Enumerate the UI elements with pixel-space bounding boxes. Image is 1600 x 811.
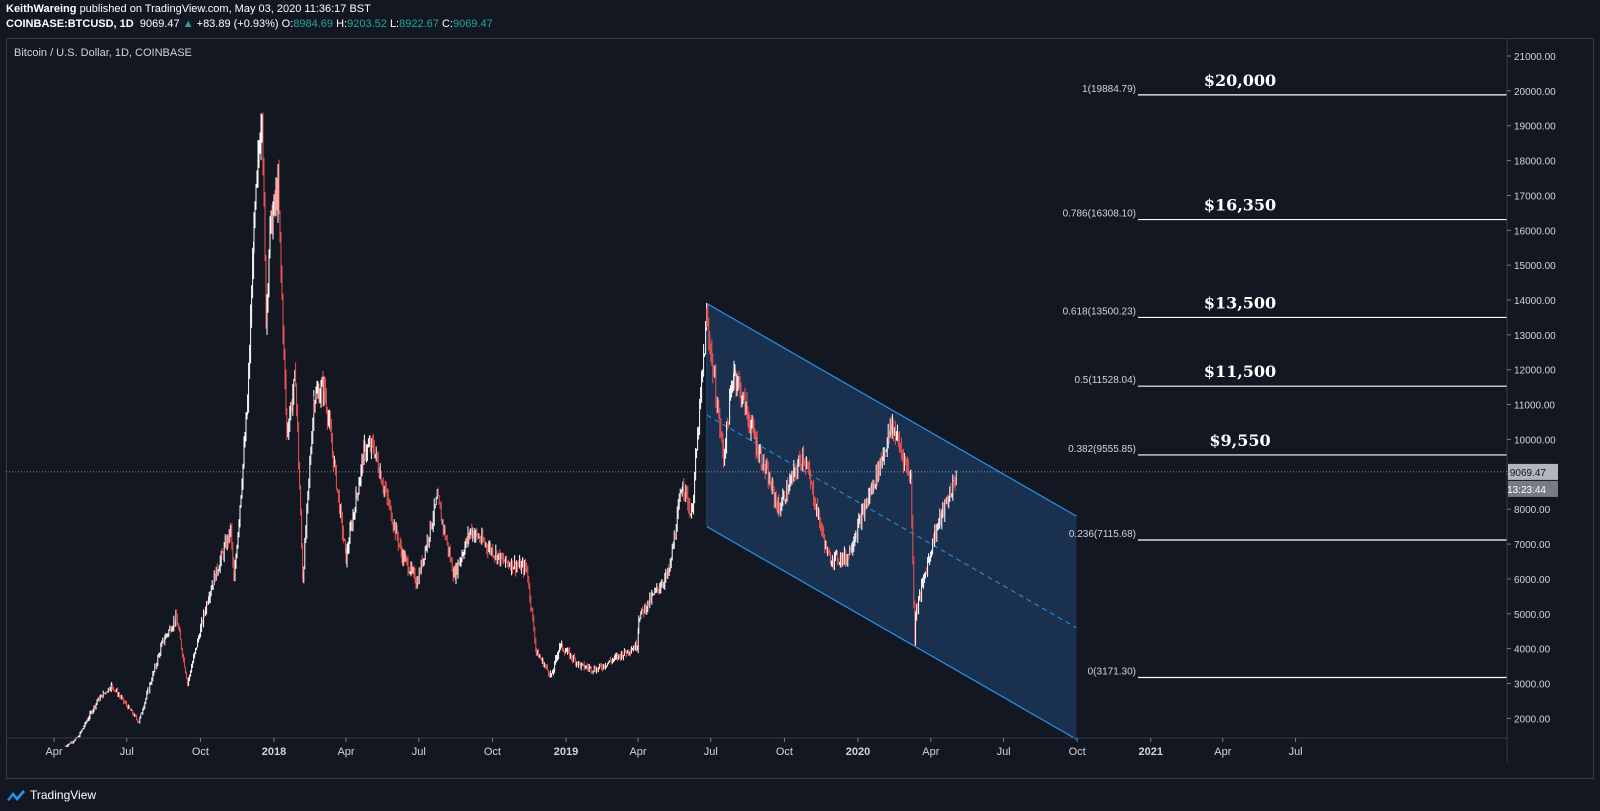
x-tick-label: Jul [704,746,718,758]
x-tick-label: Apr [629,746,646,758]
channel-fill [706,303,1077,740]
high-label: H: [336,18,348,30]
y-tick-label: 5000.00 [1514,610,1551,621]
close-label: C: [441,18,453,30]
publish-line: KeithWareing published on TradingView.co… [6,2,493,17]
publish-info: published on TradingView.com, May 03, 20… [79,3,371,15]
y-tick-label: 12000.00 [1514,366,1556,377]
chart-header: KeithWareing published on TradingView.co… [6,2,493,32]
x-tick-label: 2021 [1139,746,1163,758]
fib-level-label: 1(19884.79) [1082,84,1136,95]
y-tick-label: 3000.00 [1514,679,1551,690]
x-tick-label: 2018 [262,746,286,758]
fib-price-annotation: $13,500 [1204,293,1276,312]
fib-price-annotation: $9,550 [1209,431,1270,450]
x-tick-label: Jul [997,746,1011,758]
x-tick-label: Apr [337,746,354,758]
x-tick-label: Oct [484,746,501,758]
y-tick-label: 19000.00 [1514,122,1556,133]
chart-title: Bitcoin / U.S. Dollar, 1D, COINBASE [14,47,192,59]
channel-lower-line[interactable] [706,526,1077,740]
fib-level-label: 0.382(9555.85) [1068,444,1136,455]
symbol-label: COINBASE:BTCUSD, 1D [6,18,134,30]
fib-level-label: 0(3171.30) [1088,667,1136,678]
y-tick-label: 4000.00 [1514,645,1551,656]
y-tick-label: 7000.00 [1514,540,1551,551]
y-tick-label: 2000.00 [1514,714,1551,725]
y-tick-label: 17000.00 [1514,191,1556,202]
channel-upper-line[interactable] [706,302,1077,517]
open-label: O: [281,18,294,30]
chart-frame [6,38,1594,779]
x-tick-label: Oct [776,746,793,758]
fib-price-annotation: $11,500 [1204,362,1276,381]
close-value: 9069.47 [452,18,493,30]
x-tick-label: Apr [922,746,939,758]
brand-name: TradingView [30,788,97,802]
x-tick-label: Oct [1069,746,1086,758]
channel-mid-line[interactable] [706,414,1077,629]
fib-price-annotation: $20,000 [1204,71,1276,90]
y-tick-label: 14000.00 [1514,296,1556,307]
x-tick-label: Jul [412,746,426,758]
x-tick-label: Oct [192,746,209,758]
tradingview-logo-icon [7,790,25,801]
y-tick-label: 8000.00 [1514,505,1551,516]
current-price-label: 9069.47 [1510,468,1547,479]
open-value: 8984.69 [293,18,334,30]
x-tick-label: Jul [1289,746,1303,758]
fib-price-annotation: $16,350 [1204,196,1276,215]
y-tick-label: 18000.00 [1514,157,1556,168]
y-tick-label: 6000.00 [1514,575,1551,586]
low-value: 8922.67 [399,18,439,30]
price-change: +83.89 (+0.93%) [196,18,279,30]
fib-level-label: 0.5(11528.04) [1074,375,1136,386]
y-tick-label: 16000.00 [1514,226,1556,237]
y-tick-label: 15000.00 [1514,261,1556,272]
x-tick-label: Jul [120,746,134,758]
fib-level-label: 0.236(7115.68) [1069,529,1136,540]
x-tick-label: Apr [1214,746,1231,758]
x-tick-label: 2019 [554,746,578,758]
y-tick-label: 21000.00 [1514,52,1556,63]
current-price-tag [1508,463,1558,480]
high-value: 9203.52 [347,18,387,30]
x-tick-label: Apr [45,746,62,758]
fib-level-label: 0.786(16308.10) [1063,209,1136,220]
tradingview-logo[interactable]: TradingView [6,788,96,802]
fib-level-label: 0.618(13500.23) [1063,306,1136,317]
ohlc-line: COINBASE:BTCUSD, 1D 9069.47 ▲ +83.89 (+0… [6,17,493,32]
countdown-label: 13:23:44 [1507,485,1546,496]
y-tick-label: 13000.00 [1514,331,1556,342]
author-name[interactable]: KeithWareing [6,3,77,15]
low-label: L: [389,18,400,30]
y-tick-label: 20000.00 [1514,87,1556,98]
last-price: 9069.47 [139,18,180,30]
countdown-tag [1508,480,1558,497]
up-arrow-icon: ▲ [182,18,194,30]
y-tick-label: 11000.00 [1514,401,1555,412]
x-tick-label: 2020 [846,746,870,758]
y-tick-label: 10000.00 [1514,435,1556,446]
